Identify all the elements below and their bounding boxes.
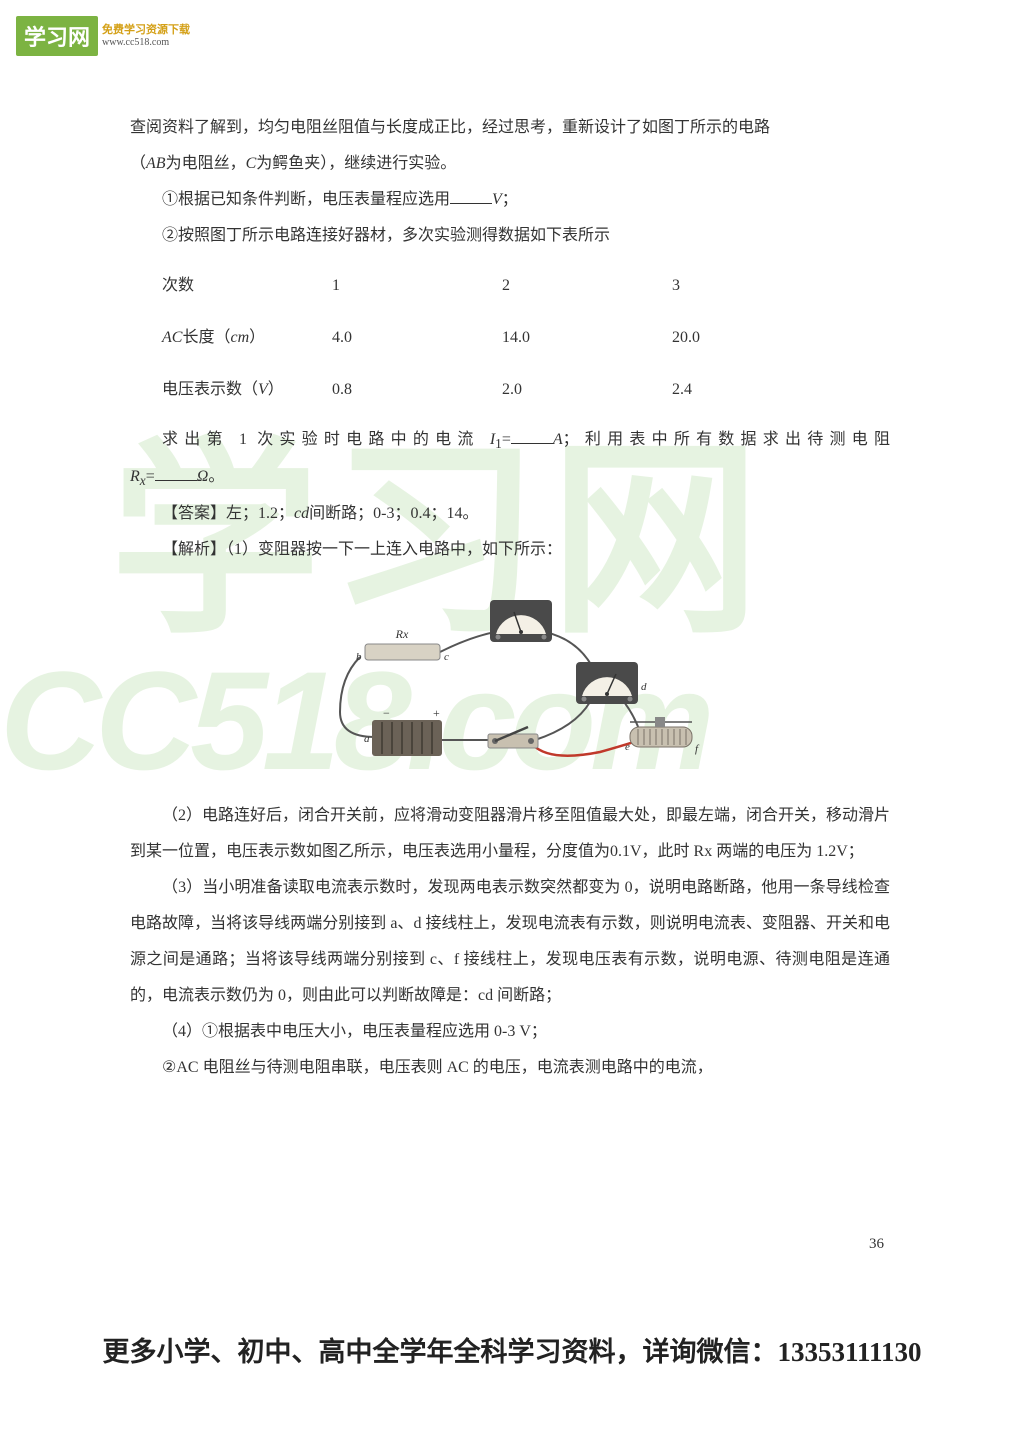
page-number: 36: [869, 1236, 884, 1253]
explain-3: （3）当小明准备读取电流表示数时，发现两电表示数突然都变为 0，说明电路断路，他…: [130, 870, 890, 1014]
table-cell: 14.0: [502, 312, 672, 364]
table-cell: 1: [332, 260, 502, 312]
table-cell: 电压表示数（V）: [162, 364, 332, 416]
svg-text:b: b: [356, 651, 362, 663]
data-table: 次数 1 2 3 AC长度（cm） 4.0 14.0 20.0 电压表示数（V）…: [162, 260, 792, 416]
circuit-diagram: Rx b c d a − +: [320, 582, 700, 782]
table-cell: 0.8: [332, 364, 502, 416]
explain-5: ②AC 电阻丝与待测电阻串联，电压表则 AC 的电压，电流表测电路中的电流，: [130, 1050, 890, 1086]
table-cell: 4.0: [332, 312, 502, 364]
logo-url: www.cc518.com: [102, 37, 190, 48]
svg-text:d: d: [641, 681, 647, 693]
table-row: AC长度（cm） 4.0 14.0 20.0: [162, 312, 792, 364]
logo-tagline: 免费学习资源下载: [102, 24, 190, 36]
logo-sub: 免费学习资源下载 www.cc518.com: [102, 24, 190, 47]
svg-text:+: +: [433, 706, 440, 720]
blank-field: [155, 465, 197, 481]
rx-label: Rx: [395, 627, 409, 641]
answer-line: 【答案】左；1.2；cd间断路；0-3；0.4；14。: [130, 496, 890, 532]
svg-text:e: e: [625, 741, 630, 753]
footer-contact: 更多小学、初中、高中全学年全科学习资料，详询微信：13353111130: [0, 1330, 1024, 1369]
svg-text:c: c: [444, 651, 449, 663]
table-cell: 2.0: [502, 364, 672, 416]
blank-field: [511, 428, 553, 444]
table-cell: 20.0: [672, 312, 792, 364]
table-cell: AC长度（cm）: [162, 312, 332, 364]
question-2-line: ②按照图丁所示电路连接好器材，多次实验测得数据如下表所示: [130, 218, 890, 254]
table-cell: 2.4: [672, 364, 792, 416]
logo-main: 学习网: [16, 16, 98, 56]
table-cell: 次数: [162, 260, 332, 312]
svg-text:f: f: [695, 743, 700, 755]
explain-4: （4）①根据表中电压大小，电压表量程应选用 0-3 V；: [130, 1014, 890, 1050]
svg-text:−: −: [383, 706, 390, 720]
table-cell: 2: [502, 260, 672, 312]
table-row: 电压表示数（V） 0.8 2.0 2.4: [162, 364, 792, 416]
intro-paragraph-2: （AB为电阻丝，C为鳄鱼夹），继续进行实验。: [130, 146, 890, 182]
intro-paragraph: 查阅资料了解到，均匀电阻丝阻值与长度成正比，经过思考，重新设计了如图丁所示的电路: [130, 110, 890, 146]
explain-2: （2）电路连好后，闭合开关前，应将滑动变阻器滑片移至阻值最大处，即最左端，闭合开…: [130, 798, 890, 870]
intro-line1: 查阅资料了解到，均匀电阻丝阻值与长度成正比，经过思考，重新设计了如图丁所示的电路: [130, 119, 770, 136]
table-row: 次数 1 2 3: [162, 260, 792, 312]
blank-field: [450, 188, 492, 204]
document-body: 查阅资料了解到，均匀电阻丝阻值与长度成正比，经过思考，重新设计了如图丁所示的电路…: [130, 110, 890, 1086]
rx-line: Rx=Ω。: [130, 459, 890, 496]
table-cell: 3: [672, 260, 792, 312]
post-table-line: 求出第 1 次实验时电路中的电流 I1=A；利用表中所有数据求出待测电阻: [130, 422, 890, 459]
site-logo: 学习网 免费学习资源下载 www.cc518.com: [16, 16, 190, 56]
explain-1: 【解析】（1）变阻器按一下一上连入电路中，如下所示：: [130, 532, 890, 568]
svg-text:a: a: [364, 733, 370, 745]
question-1-line: ①根据已知条件判断，电压表量程应选用V；: [130, 182, 890, 218]
